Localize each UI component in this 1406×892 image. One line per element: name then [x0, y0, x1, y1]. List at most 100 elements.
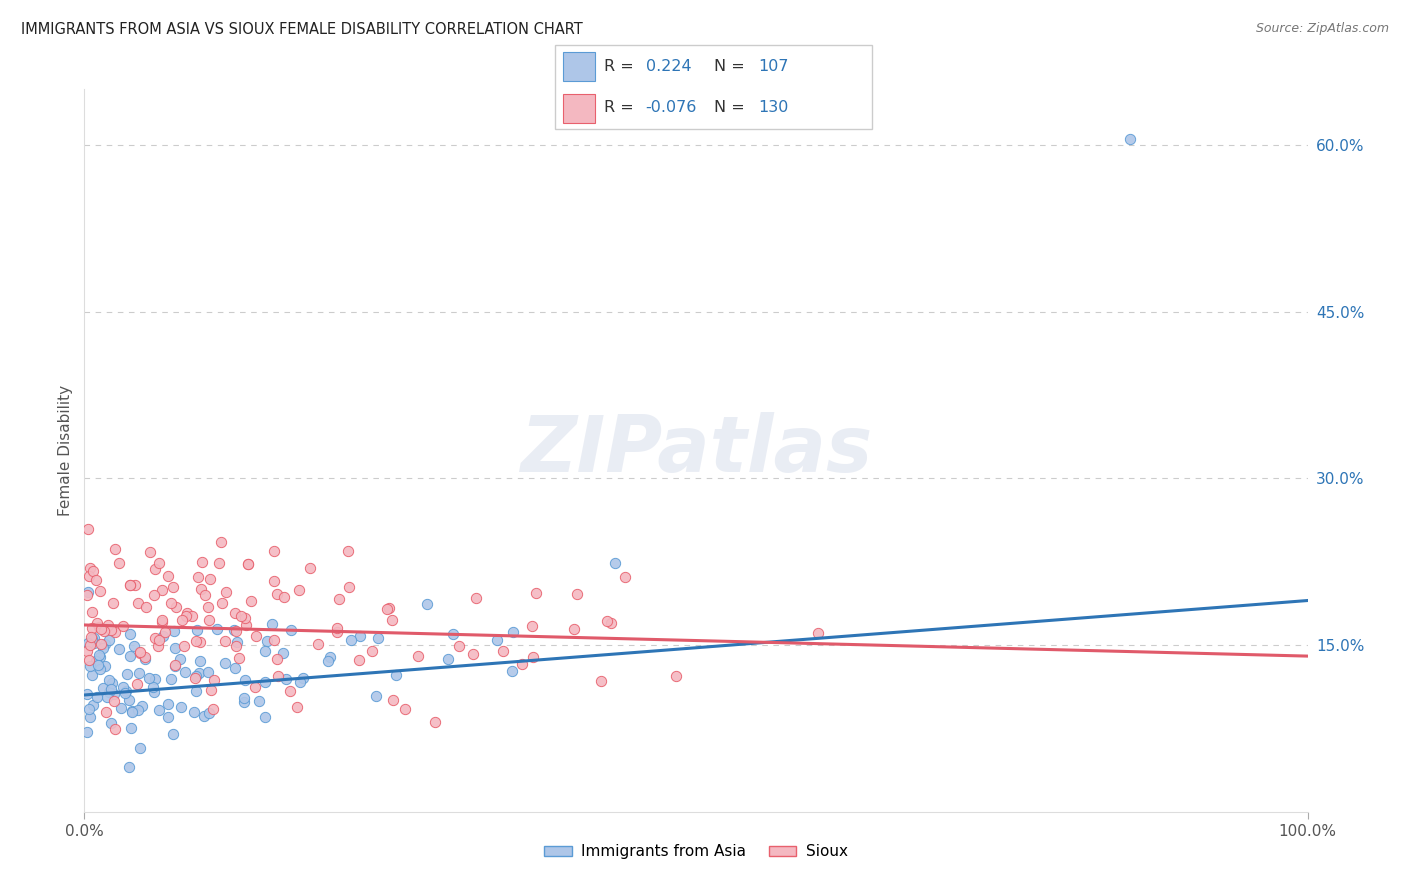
Point — [183, 705, 205, 719]
Point — [100, 675, 122, 690]
Point — [367, 631, 389, 645]
Point — [101, 596, 124, 610]
Point — [201, 702, 224, 716]
Point — [170, 613, 193, 627]
Point — [90, 637, 112, 651]
Point — [240, 594, 263, 608]
Text: 0.224: 0.224 — [645, 59, 692, 74]
Point — [82, 565, 104, 579]
Point — [86, 615, 108, 630]
Point — [97, 632, 120, 647]
Point — [173, 639, 195, 653]
Point — [360, 643, 382, 657]
Point — [266, 652, 288, 666]
Text: N =: N = — [714, 100, 749, 115]
Point — [150, 613, 173, 627]
Point — [128, 645, 150, 659]
Point — [111, 619, 134, 633]
Point — [806, 625, 828, 640]
Point — [253, 644, 276, 658]
Point — [82, 632, 104, 647]
Point — [169, 652, 191, 666]
Point — [307, 637, 329, 651]
Point — [492, 643, 515, 657]
Point — [77, 522, 100, 536]
Point — [187, 570, 209, 584]
Point — [326, 624, 349, 639]
Point — [233, 611, 256, 625]
Point — [214, 634, 236, 648]
Point — [128, 646, 150, 660]
Point — [160, 596, 183, 610]
Point — [87, 620, 110, 634]
Point — [198, 573, 221, 587]
Point — [96, 690, 118, 704]
Point — [190, 582, 212, 596]
Point — [375, 602, 398, 616]
Point — [188, 654, 211, 668]
Point — [83, 635, 105, 649]
Point — [214, 656, 236, 670]
Point — [238, 557, 260, 571]
Point — [522, 649, 544, 664]
Point — [267, 669, 290, 683]
Point — [76, 589, 98, 603]
Point — [186, 624, 208, 638]
Point — [135, 600, 157, 615]
Text: N =: N = — [714, 59, 749, 74]
Point — [337, 580, 360, 594]
Text: -0.076: -0.076 — [645, 100, 697, 115]
Point — [184, 683, 207, 698]
Text: ZIPatlas: ZIPatlas — [520, 412, 872, 489]
Point — [121, 706, 143, 720]
Point — [98, 673, 121, 687]
FancyBboxPatch shape — [564, 94, 595, 122]
Point — [485, 632, 508, 647]
Point — [108, 641, 131, 656]
Point — [129, 740, 152, 755]
Point — [127, 596, 149, 610]
Point — [83, 631, 105, 645]
Point — [153, 624, 176, 639]
Point — [76, 644, 98, 658]
Point — [224, 607, 246, 621]
Text: Source: ZipAtlas.com: Source: ZipAtlas.com — [1256, 22, 1389, 36]
Point — [103, 694, 125, 708]
Point — [394, 702, 416, 716]
Point — [79, 709, 101, 723]
Point — [207, 622, 229, 636]
Point — [225, 639, 247, 653]
Point — [253, 710, 276, 724]
Point — [165, 600, 187, 615]
Point — [84, 574, 107, 588]
Point — [124, 578, 146, 592]
Point — [437, 652, 460, 666]
Point — [441, 627, 464, 641]
Point — [425, 715, 447, 730]
Point — [146, 640, 169, 654]
Point — [131, 699, 153, 714]
Point — [449, 639, 471, 653]
Point — [184, 671, 207, 685]
Point — [162, 580, 184, 594]
Point — [128, 665, 150, 680]
Point — [110, 701, 132, 715]
Point — [79, 638, 101, 652]
Point — [280, 623, 302, 637]
Point — [184, 669, 207, 683]
Point — [271, 646, 294, 660]
Point — [562, 622, 585, 636]
Point — [156, 697, 179, 711]
Point — [79, 569, 101, 583]
Point — [118, 649, 141, 664]
Point — [148, 703, 170, 717]
Point — [97, 618, 120, 632]
Point — [665, 669, 688, 683]
Point — [266, 587, 288, 601]
Point — [349, 653, 371, 667]
Point — [120, 721, 142, 735]
Point — [76, 636, 98, 650]
Point — [209, 535, 232, 549]
Point — [118, 578, 141, 592]
Point — [226, 635, 249, 649]
